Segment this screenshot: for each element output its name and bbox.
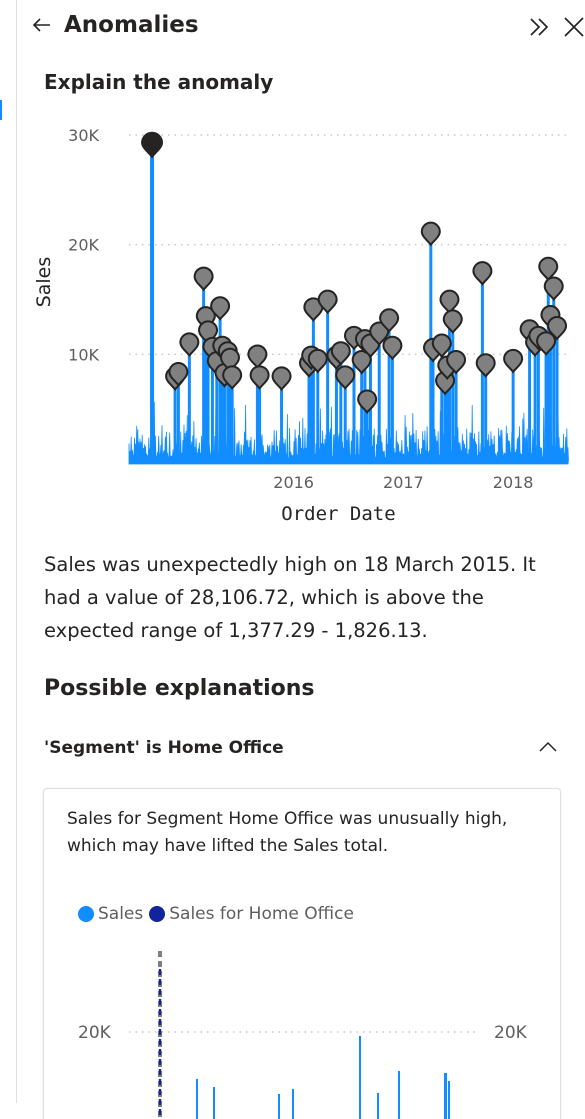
collapse-pane-button[interactable] xyxy=(527,12,555,42)
anomaly-marker-icon[interactable] xyxy=(475,353,496,378)
sales-bar xyxy=(398,1071,400,1119)
anomaly-marker-icon[interactable] xyxy=(335,365,356,390)
x-axis-title: Order Date xyxy=(281,503,395,525)
anomaly-marker-icon[interactable] xyxy=(222,365,243,390)
anomaly-marker-icon[interactable] xyxy=(439,289,460,315)
possible-explanations-title: Possible explanations xyxy=(44,676,315,701)
sales-area xyxy=(128,401,569,465)
sales-bar xyxy=(377,1093,379,1119)
anomaly-marker-icon[interactable] xyxy=(271,366,292,392)
anomaly-marker-icon[interactable] xyxy=(547,315,568,341)
anomaly-marker-icon[interactable] xyxy=(351,349,372,375)
xtick-label: 2017 xyxy=(383,473,424,492)
active-indicator xyxy=(0,100,2,120)
legend-label: Sales for Home Office xyxy=(169,904,354,924)
anomaly-marker-icon[interactable] xyxy=(536,331,557,356)
ytick-left: 20K xyxy=(78,1023,112,1043)
explanation-card: Sales for Segment Home Office was unusua… xyxy=(43,788,561,1119)
anomaly-marker-icon[interactable] xyxy=(249,365,270,390)
anomaly-marker-icon[interactable] xyxy=(303,297,324,323)
pane-header: Anomalies xyxy=(17,0,585,56)
close-icon xyxy=(564,17,584,37)
sales-bar xyxy=(292,1089,294,1119)
explanation-text: Sales for Segment Home Office was unusua… xyxy=(67,809,508,856)
anomaly-marker-icon[interactable] xyxy=(379,308,400,333)
close-button[interactable] xyxy=(561,12,585,42)
page-title: Anomalies xyxy=(64,12,199,38)
anomaly-marker-icon[interactable] xyxy=(472,261,493,286)
anomaly-marker-icon[interactable] xyxy=(538,256,559,282)
anomaly-marker-icon[interactable] xyxy=(141,131,164,159)
explanation-header[interactable]: 'Segment' is Home Office xyxy=(44,736,564,766)
anomaly-marker-icon[interactable] xyxy=(446,349,467,375)
anomaly-description: Sales was unexpectedly high on 18 March … xyxy=(44,553,536,642)
anomaly-marker-icon[interactable] xyxy=(247,344,268,370)
sales-bar xyxy=(213,1087,215,1119)
anomaly-chart[interactable]: 10K 20K 30K 2016 2017 2018 Order Date Sales xyxy=(17,110,585,530)
legend-item-home-office[interactable]: Sales for Home Office xyxy=(149,904,354,924)
legend-label: Sales xyxy=(98,904,144,924)
anomaly-marker-icon[interactable] xyxy=(179,332,200,358)
explanation-label: 'Segment' is Home Office xyxy=(44,738,284,758)
chevron-up-icon[interactable] xyxy=(536,736,560,760)
anomaly-marker-icon[interactable] xyxy=(210,296,231,321)
explanation-chart[interactable]: 20K 20K xyxy=(44,939,560,1119)
anomaly-marker-icon[interactable] xyxy=(219,347,240,373)
legend-item-sales[interactable]: Sales xyxy=(78,904,143,924)
section-title: Explain the anomaly xyxy=(44,70,274,94)
anomaly-marker-icon[interactable] xyxy=(369,321,390,347)
ytick-label: 10K xyxy=(68,345,99,364)
y-axis-title: Sales xyxy=(33,257,55,308)
back-button[interactable] xyxy=(29,10,55,40)
xtick-label: 2018 xyxy=(493,473,534,492)
anomaly-marker-icon[interactable] xyxy=(193,266,214,292)
anomaly-marker-icon[interactable] xyxy=(382,335,403,361)
sales-bar xyxy=(448,1081,450,1119)
anomaly-marker-icon[interactable] xyxy=(420,221,441,247)
ytick-label: 30K xyxy=(68,126,99,145)
sales-bar xyxy=(359,1036,361,1119)
ytick-right: 20K xyxy=(494,1023,528,1043)
arrow-left-icon xyxy=(32,18,50,32)
anomaly-marker-icon[interactable] xyxy=(357,389,378,415)
left-pane-strip xyxy=(0,0,17,1103)
sales-bar xyxy=(278,1094,280,1119)
anomaly-marker-icon[interactable] xyxy=(431,333,452,359)
anomaly-marker-icon[interactable] xyxy=(442,309,463,335)
sales-bar xyxy=(444,1073,447,1119)
anomaly-marker-icon[interactable] xyxy=(330,341,351,366)
anomaly-marker-icon[interactable] xyxy=(317,289,338,315)
anomaly-marker-icon[interactable] xyxy=(307,348,328,374)
chart-legend: Sales Sales for Home Office xyxy=(78,902,360,926)
anomaly-marker-icon[interactable] xyxy=(503,348,524,374)
anomaly-marker-icon[interactable] xyxy=(168,362,189,387)
sales-bar xyxy=(196,1079,198,1119)
double-chevron-right-icon xyxy=(530,18,549,36)
xtick-label: 2016 xyxy=(273,473,314,492)
legend-dot-icon xyxy=(149,906,166,922)
anomaly-marker-icon[interactable] xyxy=(543,276,564,302)
ytick-label: 20K xyxy=(68,236,99,255)
legend-dot-icon xyxy=(78,906,94,922)
